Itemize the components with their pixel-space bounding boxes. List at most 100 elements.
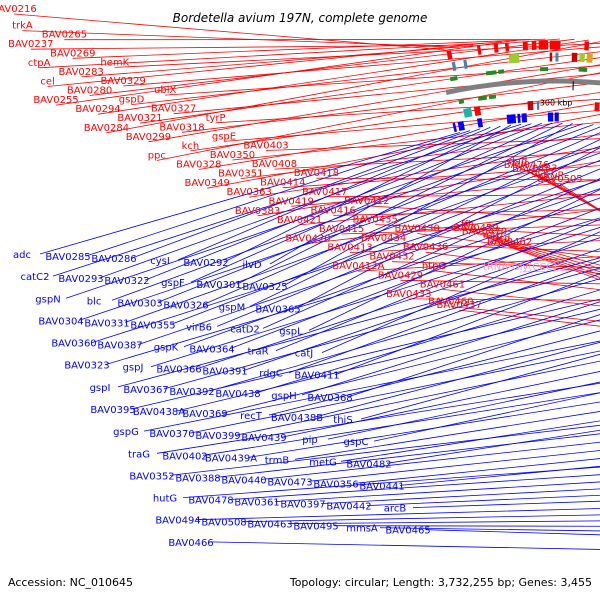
leader-line bbox=[47, 41, 502, 87]
gene-label-forward: BAV0284 bbox=[84, 123, 129, 134]
gene-label-reverse: catC2 bbox=[21, 272, 50, 283]
gene-label-forward: BAV0237 bbox=[8, 39, 53, 50]
feature-block bbox=[485, 70, 497, 76]
gene-label-forward: BAV0350 bbox=[210, 150, 255, 161]
gene-label-reverse: adc bbox=[13, 250, 31, 261]
kbp-ticks: 300 kbp350 kbp400 kbp450 kbp500 kbp550 k… bbox=[540, 81, 574, 107]
leader-line bbox=[52, 123, 522, 277]
gene-label-forward: ubiX bbox=[154, 85, 176, 96]
leader-line bbox=[282, 122, 573, 287]
feature-block bbox=[476, 117, 484, 128]
gene-label-forward: mrp bbox=[483, 230, 503, 241]
gene-label-reverse: BAV0323 bbox=[64, 361, 109, 372]
leader-line bbox=[459, 309, 600, 327]
gene-label-forward: gspE bbox=[212, 131, 236, 142]
gene-label-reverse: BAV0438B bbox=[271, 413, 323, 424]
leader-line bbox=[156, 382, 600, 454]
gene-label-reverse: cysI bbox=[150, 256, 170, 267]
gene-label-reverse: catJ bbox=[295, 349, 314, 360]
feature-block bbox=[488, 94, 497, 100]
gene-label-reverse: BAV0292 bbox=[183, 258, 228, 269]
gene-label-reverse: BAV0442 bbox=[326, 502, 371, 513]
gene-label-forward: htpG bbox=[422, 261, 446, 272]
leader-line bbox=[97, 39, 589, 115]
reverse-annotation-ring bbox=[463, 100, 600, 118]
gene-label-reverse: BAV0397 bbox=[280, 500, 325, 511]
gene-label-reverse: recT bbox=[240, 411, 263, 422]
gene-label-forward: BAV0216 bbox=[0, 4, 37, 15]
gene-label-forward: BAV0470 bbox=[462, 227, 507, 238]
gene-label-reverse: BAV0352 bbox=[129, 471, 174, 482]
leader-line bbox=[22, 30, 459, 48]
gene-label-forward: BAV0299 bbox=[126, 132, 171, 143]
gene-label-forward: cel bbox=[40, 77, 54, 88]
gene-label-forward: trkA bbox=[12, 21, 33, 32]
leader-line bbox=[268, 330, 600, 416]
leader-line bbox=[379, 527, 600, 532]
gene-label-reverse: BAV0367 bbox=[123, 385, 168, 396]
leader-line bbox=[433, 270, 600, 290]
gene-label-forward: gspD bbox=[119, 95, 145, 106]
gene-label-reverse: BAV0399 bbox=[195, 431, 240, 442]
leader-line bbox=[412, 500, 600, 508]
gene-label-reverse: BAV0508 bbox=[201, 518, 246, 529]
gene-label-reverse: BAV0466 bbox=[168, 538, 213, 549]
leader-line bbox=[235, 360, 600, 436]
leader-line bbox=[327, 381, 600, 440]
leader-line bbox=[203, 132, 600, 305]
gene-label-reverse: pip bbox=[302, 435, 317, 446]
gene-label-reverse: BAV0360 bbox=[51, 339, 96, 350]
gene-label-reverse: gspG bbox=[113, 427, 139, 438]
leader-line bbox=[240, 134, 600, 179]
leader-line bbox=[144, 122, 543, 281]
gene-label-reverse: gspN bbox=[35, 294, 60, 305]
feature-block bbox=[476, 45, 482, 55]
gene-label-forward: BAV0383 bbox=[235, 206, 280, 217]
leader-line bbox=[104, 217, 600, 366]
gene-label-reverse: BAV0438A bbox=[133, 407, 185, 418]
leader-line bbox=[274, 481, 600, 502]
gene-label-reverse: BAV0368 bbox=[307, 393, 352, 404]
gene-label-reverse: BAV0325 bbox=[242, 282, 287, 293]
gene-label-reverse: BAV0301 bbox=[196, 280, 241, 291]
leader-line bbox=[295, 147, 600, 309]
leader-line bbox=[236, 122, 563, 285]
leader-line bbox=[314, 341, 600, 418]
gene-label-forward: BAV0505 bbox=[537, 174, 582, 185]
leader-line bbox=[173, 73, 600, 115]
gene-label-reverse: BAV0482 bbox=[346, 459, 391, 470]
gene-label-forward: BAV0412A bbox=[332, 261, 384, 272]
leader-line bbox=[131, 51, 600, 105]
gene-label-reverse: BAV0369 bbox=[182, 409, 227, 420]
leader-line bbox=[307, 450, 600, 482]
leader-line bbox=[222, 319, 600, 414]
leader-line bbox=[111, 124, 594, 301]
gene-label-forward: ctpA bbox=[28, 58, 51, 69]
gene-label-forward: BAV0349 bbox=[185, 178, 230, 189]
leader-line bbox=[241, 514, 600, 523]
leader-line bbox=[450, 306, 600, 322]
leader-line bbox=[137, 188, 600, 345]
genome-summary-text: Topology: circular; Length: 3,732,255 bp… bbox=[289, 576, 592, 589]
gene-label-trna: tRNA-Gly(CCC) bbox=[483, 262, 557, 273]
gene-label-reverse: BAV0388 bbox=[175, 473, 220, 484]
gene-label-forward: BAV0327 bbox=[151, 104, 196, 115]
leader-line bbox=[255, 289, 600, 394]
feature-block bbox=[498, 69, 505, 74]
leader-line bbox=[417, 233, 600, 259]
gene-label-forward: BAV0408 bbox=[252, 159, 297, 170]
gene-label-reverse: gspJ bbox=[123, 363, 144, 374]
leader-line bbox=[386, 429, 600, 464]
feature-block bbox=[477, 95, 488, 101]
leader-line bbox=[261, 441, 600, 480]
leader-line bbox=[320, 488, 600, 504]
gene-label-reverse: gspH bbox=[271, 391, 296, 402]
gene-label-reverse: arcB bbox=[384, 504, 407, 515]
gene-label-forward: BAV0414 bbox=[260, 178, 305, 189]
gene-label-reverse: gspF bbox=[161, 278, 185, 289]
forward-marker-ring bbox=[449, 67, 588, 82]
feature-rings bbox=[446, 40, 600, 133]
genome-backbone-arc bbox=[445, 78, 600, 95]
leader-line bbox=[106, 41, 600, 134]
leader-line bbox=[208, 541, 600, 550]
